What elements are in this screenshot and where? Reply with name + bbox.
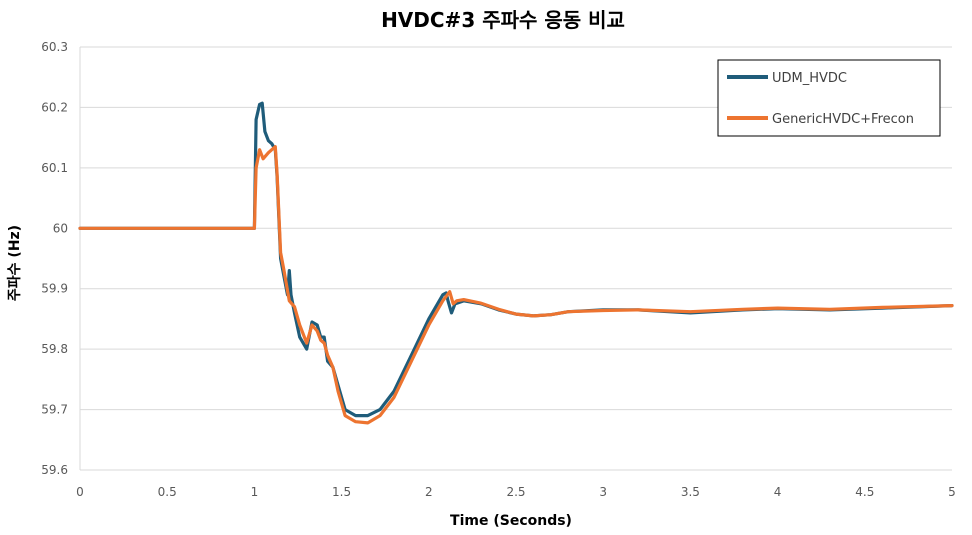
y-tick-label: 59.8 [41, 342, 68, 356]
y-tick-label: 59.9 [41, 282, 68, 296]
x-tick-label: 4 [774, 485, 782, 499]
y-tick-label: 59.7 [41, 403, 68, 417]
legend-box [717, 59, 941, 137]
legend: UDM_HVDC GenericHVDC+Frecon [717, 59, 941, 137]
series-line-1 [78, 101, 954, 418]
x-tick-label: 1.5 [332, 485, 351, 499]
x-tick-label: 1 [251, 485, 259, 499]
legend-label: UDM_HVDC [772, 71, 847, 86]
y-tick-label: 60 [53, 221, 68, 235]
y-tick-label: 60.2 [41, 100, 68, 114]
series-line-2 [78, 145, 954, 425]
x-tick-label: 3.5 [681, 485, 700, 499]
y-tick-labels: 60.3 60.2 60.1 60 59.9 59.8 59.7 59.6 [41, 40, 68, 477]
legend-label: GenericHVDC+Frecon [772, 112, 914, 127]
x-axis-title: Time (Seconds) [450, 513, 572, 529]
x-tick-label: 0 [76, 485, 84, 499]
x-tick-labels: 0 0.5 1 1.5 2 2.5 3 3.5 4 4.5 5 [76, 485, 956, 499]
y-tick-label: 60.1 [41, 161, 68, 175]
series-lines [78, 101, 954, 425]
chart-title: HVDC#3 주파수 응동 비교 [381, 8, 625, 32]
x-tick-label: 4.5 [855, 485, 874, 499]
x-tick-label: 3 [599, 485, 607, 499]
y-tick-label: 59.6 [41, 463, 68, 477]
x-tick-label: 5 [948, 485, 956, 499]
y-tick-label: 60.3 [41, 40, 68, 54]
x-tick-label: 2 [425, 485, 433, 499]
x-tick-label: 2.5 [506, 485, 525, 499]
x-tick-label: 0.5 [158, 485, 177, 499]
y-axis-title: 주파수 (Hz) [7, 225, 23, 301]
